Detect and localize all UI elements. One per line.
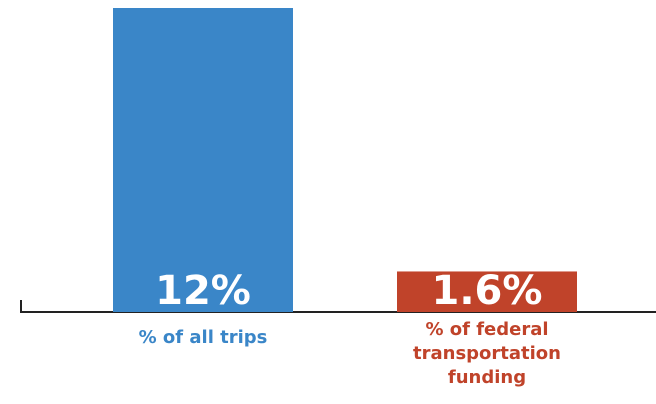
category-label: % of all trips xyxy=(138,327,268,348)
bar xyxy=(397,271,577,312)
category-label: % of federal transportation funding xyxy=(413,319,561,388)
bar xyxy=(113,8,293,312)
value-label: 12% xyxy=(155,268,251,314)
value-label: 1.6% xyxy=(432,268,543,314)
